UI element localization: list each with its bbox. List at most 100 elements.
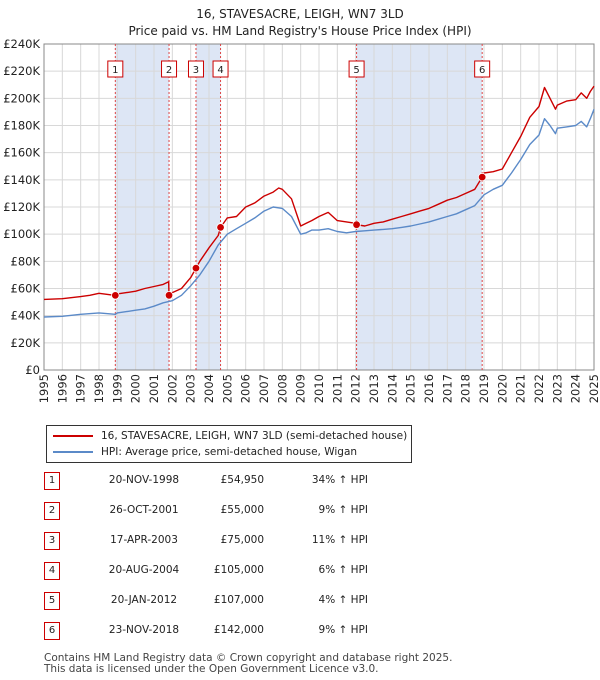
sale-price: £105,000 xyxy=(213,564,264,576)
y-tick-label: £100K xyxy=(3,227,40,241)
x-tick-label: 2010 xyxy=(312,374,326,403)
sale-hpi-diff: 9% ↑ HPI xyxy=(318,624,368,636)
x-tick-label: 2021 xyxy=(514,374,528,403)
x-tick-label: 2017 xyxy=(440,374,454,403)
x-tick-label: 2025 xyxy=(587,374,600,403)
x-tick-label: 2013 xyxy=(367,374,381,403)
sale-hpi-diff: 9% ↑ HPI xyxy=(318,504,368,516)
y-tick-label: £20K xyxy=(11,336,41,350)
sale-point xyxy=(216,223,225,232)
x-tick-label: 1998 xyxy=(92,374,106,403)
sale-number-badge: 4 xyxy=(44,562,60,580)
series-line-hpi xyxy=(43,108,595,318)
sale-date: 20-AUG-2004 xyxy=(108,564,180,576)
sale-point xyxy=(477,172,487,182)
x-tick-label: 2001 xyxy=(147,374,161,403)
sale-date: 23-NOV-2018 xyxy=(108,624,180,636)
x-tick-label: 2020 xyxy=(495,374,509,403)
y-tick-label: £40K xyxy=(11,309,41,323)
x-tick-label: 2004 xyxy=(202,374,216,403)
x-tick-label: 2014 xyxy=(385,374,399,403)
x-tick-label: 2007 xyxy=(257,374,271,403)
sale-point xyxy=(191,263,201,273)
table-row: 2 26-OCT-2001 £55,000 9% ↑ HPI xyxy=(44,502,444,520)
table-row: 1 20-NOV-1998 £54,950 34% ↑ HPI xyxy=(44,472,444,490)
title-subtitle: Price paid vs. HM Land Registry's House … xyxy=(128,24,472,38)
footer-attribution: Contains HM Land Registry data © Crown c… xyxy=(44,653,452,675)
legend-label-hpi: HPI: Average price, semi-detached house,… xyxy=(101,446,358,458)
x-tick-label: 2002 xyxy=(165,374,179,403)
series-line-property xyxy=(43,85,595,301)
sale-price: £54,950 xyxy=(220,474,264,486)
sale-number-label: 5 xyxy=(353,65,359,76)
legend: 16, STAVESACRE, LEIGH, WN7 3LD (semi-det… xyxy=(46,425,412,463)
table-row: 5 20-JAN-2012 £107,000 4% ↑ HPI xyxy=(44,592,444,610)
y-tick-label: £120K xyxy=(3,200,40,214)
x-tick-label: 2011 xyxy=(330,374,344,403)
x-tick-label: 2009 xyxy=(294,374,308,403)
sale-number-badge: 2 xyxy=(44,502,60,520)
x-tick-label: 1995 xyxy=(37,374,51,403)
x-tick-label: 2019 xyxy=(477,374,491,403)
sale-number-box xyxy=(107,60,124,78)
x-tick-label: 2012 xyxy=(349,374,363,403)
sale-number-label: 1 xyxy=(112,65,118,76)
table-row: 3 17-APR-2003 £75,000 11% ↑ HPI xyxy=(44,532,444,550)
sale-number-box xyxy=(187,60,204,78)
sale-number-box xyxy=(161,60,178,78)
footer-copyright: Contains HM Land Registry data © Crown c… xyxy=(44,652,453,664)
x-tick-label: 2018 xyxy=(459,374,473,403)
y-tick-label: £160K xyxy=(3,146,40,160)
y-tick-label: £0 xyxy=(25,363,40,377)
sale-number-badge: 1 xyxy=(44,472,60,490)
price-chart: 1 2 3 4 5 6 £0 £20K £40K £60K £80K £100K £120K £140K £… xyxy=(3,37,600,403)
sale-number-box xyxy=(212,60,229,78)
chart-title: 16, STAVESACRE, LEIGH, WN7 3LD Price pai… xyxy=(0,6,600,40)
sale-hpi-diff: 6% ↑ HPI xyxy=(318,564,368,576)
x-tick-label: 1997 xyxy=(74,374,88,403)
x-tick-label: 1996 xyxy=(55,374,69,403)
x-tick-label: 2015 xyxy=(404,374,418,403)
sale-number-badge: 5 xyxy=(44,592,60,610)
sale-number-box xyxy=(474,60,491,78)
x-tick-label: 2006 xyxy=(239,374,253,403)
y-tick-label: £140K xyxy=(3,173,40,187)
x-tick-label: 2003 xyxy=(184,374,198,403)
sale-date: 20-JAN-2012 xyxy=(110,594,178,606)
y-tick-label: £180K xyxy=(3,119,40,133)
y-tick-label: £220K xyxy=(3,64,40,78)
x-tick-label: 2008 xyxy=(275,374,289,403)
sale-number-badge: 6 xyxy=(44,622,60,640)
sale-hpi-diff: 4% ↑ HPI xyxy=(318,594,368,606)
sale-price: £75,000 xyxy=(220,534,264,546)
y-tick-label: £80K xyxy=(11,254,41,268)
x-tick-label: 2005 xyxy=(220,374,234,403)
sale-price: £142,000 xyxy=(213,624,264,636)
legend-swatch-property xyxy=(53,435,93,437)
table-row: 6 23-NOV-2018 £142,000 9% ↑ HPI xyxy=(44,622,444,640)
legend-item-hpi: HPI: Average price, semi-detached house,… xyxy=(53,444,357,460)
y-tick-label: £200K xyxy=(3,91,40,105)
sale-hpi-diff: 11% ↑ HPI xyxy=(311,534,368,546)
sale-date: 26-OCT-2001 xyxy=(109,504,179,516)
x-tick-label: 2000 xyxy=(129,374,143,403)
x-tick-label: 2016 xyxy=(422,374,436,403)
x-tick-label: 1999 xyxy=(110,374,124,403)
x-tick-label: 2023 xyxy=(550,374,564,403)
sale-number-label: 3 xyxy=(193,65,199,76)
legend-item-property: 16, STAVESACRE, LEIGH, WN7 3LD (semi-det… xyxy=(53,428,407,444)
sale-point xyxy=(164,291,174,300)
legend-swatch-hpi xyxy=(53,451,93,453)
sale-point xyxy=(111,291,120,300)
sale-point xyxy=(352,220,361,229)
footer-license: This data is licensed under the Open Gov… xyxy=(44,663,379,675)
sale-number-label: 4 xyxy=(217,65,223,76)
sale-price: £55,000 xyxy=(220,504,264,516)
sale-number-label: 2 xyxy=(166,65,172,76)
legend-label-property: 16, STAVESACRE, LEIGH, WN7 3LD (semi-det… xyxy=(101,430,408,442)
plot-frame xyxy=(43,43,595,371)
sale-number-box xyxy=(348,60,365,78)
sale-date: 20-NOV-1998 xyxy=(108,474,180,486)
x-tick-label: 2022 xyxy=(532,374,546,403)
sale-price: £107,000 xyxy=(213,594,264,606)
